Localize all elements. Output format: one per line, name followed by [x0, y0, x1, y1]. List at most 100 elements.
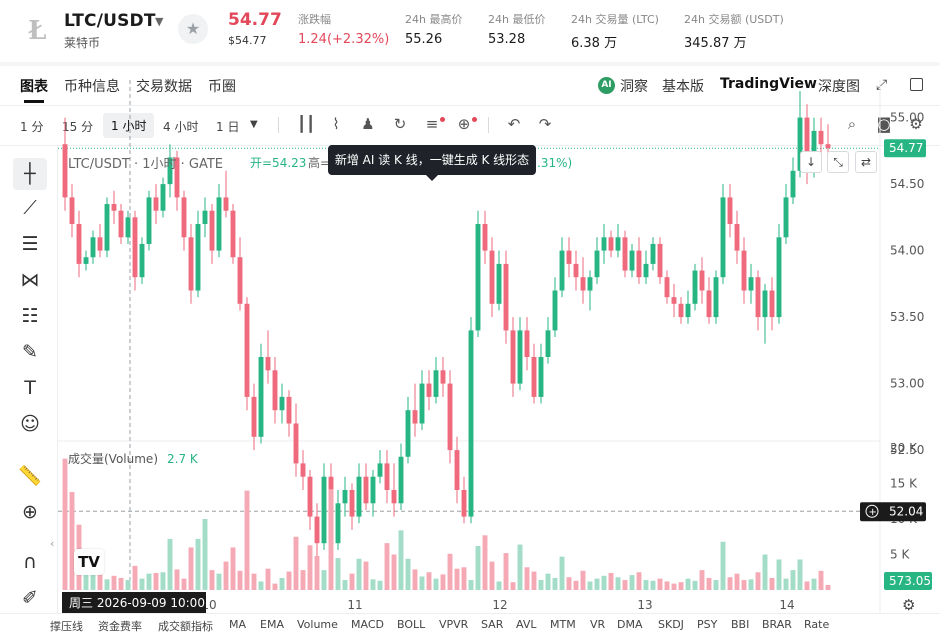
candle-body: [132, 217, 138, 278]
tab-trade-data[interactable]: 交易数据: [136, 79, 192, 95]
indicator-7[interactable]: BOLL: [397, 618, 426, 631]
timeframe-more-icon[interactable]: ▼: [250, 119, 258, 130]
candle-body: [139, 243, 145, 278]
candle-body: [713, 277, 719, 318]
volume-bar: [552, 577, 558, 590]
volume-bar: [657, 578, 663, 590]
indicator-16[interactable]: BBI: [731, 618, 750, 631]
candle-body: [447, 383, 453, 451]
add-indicator-icon[interactable]: ⊕: [457, 115, 471, 133]
lock-icon[interactable]: ✐: [22, 587, 38, 609]
indicator-8[interactable]: VPVR: [439, 618, 469, 631]
pattern-icon[interactable]: ⋈: [20, 269, 40, 291]
price-chart[interactable]: 55.5055.0054.5054.0053.5053.0052.5051.50…: [58, 80, 940, 613]
candle-body: [461, 490, 467, 517]
volume-bar: [237, 570, 243, 590]
pair-selector[interactable]: LTC/USDT: [64, 11, 156, 31]
fullscreen-icon[interactable]: ⤢: [876, 77, 888, 93]
search-icon[interactable]: ⌕: [847, 115, 857, 133]
indicator-5[interactable]: Volume: [297, 618, 338, 631]
ai-kline-tooltip: 新增 AI 读 K 线，一键生成 K 线形态: [328, 145, 536, 175]
volume-bar: [307, 545, 313, 590]
candle-body: [391, 490, 397, 504]
candle-body: [811, 130, 817, 171]
price-axis-label: 55.00: [890, 111, 924, 125]
indicator-9[interactable]: SAR: [481, 618, 504, 631]
legend-change: .31%): [537, 156, 572, 170]
timeframe-15m[interactable]: 15 分: [62, 120, 94, 134]
favorite-star-icon[interactable]: ★: [178, 14, 208, 44]
caret-down-icon[interactable]: ▼: [155, 15, 164, 28]
candle-body: [244, 303, 250, 397]
indicator-12[interactable]: VR: [590, 618, 606, 631]
tab-coin-circle[interactable]: 币圈: [208, 79, 236, 95]
candle-body: [818, 130, 824, 145]
text-icon[interactable]: T: [24, 377, 36, 399]
replay-icon[interactable]: ↻: [393, 115, 407, 133]
undo-icon[interactable]: ↶: [507, 115, 521, 133]
popout-window-icon[interactable]: [910, 78, 923, 91]
indicator-1[interactable]: 资金费率: [98, 620, 142, 633]
volume-bar: [615, 577, 621, 590]
candle-body: [524, 330, 530, 357]
gear-icon[interactable]: ⚙: [909, 115, 923, 133]
indicator-13[interactable]: DMA: [617, 618, 643, 631]
candle-body: [398, 456, 404, 504]
tab-chart[interactable]: 图表: [20, 79, 48, 95]
indicator-2[interactable]: 成交额指标: [158, 620, 213, 633]
trendline-icon[interactable]: ⟋: [23, 197, 37, 219]
indicator-17[interactable]: BRAR: [762, 618, 792, 631]
redo-icon[interactable]: ↷: [538, 115, 552, 133]
candle-type-icon[interactable]: ┃┃: [296, 115, 316, 133]
candle-body: [62, 144, 68, 198]
candle-body: [272, 370, 278, 411]
collapse-sidebar-icon[interactable]: ‹: [50, 537, 55, 550]
swap-icon[interactable]: ⇄: [855, 151, 877, 173]
insight-button[interactable]: 洞察: [620, 79, 648, 95]
ai-insight-icon[interactable]: AI: [598, 77, 615, 94]
alert-bell-icon[interactable]: ♟: [361, 115, 375, 133]
indicator-6[interactable]: MACD: [351, 618, 384, 631]
indicator-3[interactable]: MA: [229, 618, 247, 631]
crosshair-icon[interactable]: ┼: [13, 158, 47, 190]
indicator-10[interactable]: AVL: [516, 618, 537, 631]
zoom-in-icon[interactable]: ⊕: [22, 501, 38, 523]
tradingview-button[interactable]: TradingView: [720, 76, 817, 92]
horizontal-lines-icon[interactable]: ☰: [21, 233, 39, 255]
indicator-0[interactable]: 撑压线: [50, 620, 83, 633]
indicator-18[interactable]: Rate: [804, 618, 830, 631]
depth-chart-button[interactable]: 深度图: [818, 79, 860, 95]
volume-bar: [412, 569, 418, 590]
scroll-down-icon[interactable]: ↓: [800, 151, 822, 173]
candle-body: [468, 330, 474, 517]
volume-bar: [223, 561, 229, 590]
emoji-icon[interactable]: ☺: [20, 413, 40, 435]
candle-body: [314, 516, 320, 544]
timeframe-1m[interactable]: 1 分: [20, 120, 44, 134]
basic-version-button[interactable]: 基本版: [662, 79, 704, 95]
candle-body: [496, 263, 502, 304]
indicator-15[interactable]: PSY: [697, 618, 718, 631]
magnet-icon[interactable]: ∩: [23, 551, 37, 573]
brush-icon[interactable]: ✎: [22, 341, 38, 363]
ai-kline-icon[interactable]: ≡: [425, 115, 439, 133]
candle-body: [104, 204, 110, 251]
stat-value: 1.24(+2.32%): [298, 32, 390, 47]
timeframe-1d[interactable]: 1 日: [216, 120, 240, 134]
candle-body: [419, 383, 425, 424]
stat-label: 24h 交易量 (LTC): [571, 13, 659, 26]
timeframe-1h[interactable]: 1 小时: [103, 113, 155, 138]
indicator-11[interactable]: MTM: [550, 618, 576, 631]
collapse-icon[interactable]: ⤡: [827, 151, 849, 173]
indicators-icon[interactable]: ⌇: [332, 115, 340, 133]
tab-coin-info[interactable]: 币种信息: [64, 79, 120, 95]
indicator-14[interactable]: SKDJ: [658, 618, 684, 631]
candle-body: [664, 277, 670, 298]
candle-body: [335, 503, 341, 544]
time-axis-label: 12: [492, 598, 507, 612]
chart-settings-icon[interactable]: ⚙: [902, 596, 916, 614]
fibonacci-icon[interactable]: ☷: [21, 305, 39, 327]
timeframe-4h[interactable]: 4 小时: [163, 120, 199, 134]
ruler-icon[interactable]: 📏: [18, 465, 42, 487]
indicator-4[interactable]: EMA: [260, 618, 284, 631]
